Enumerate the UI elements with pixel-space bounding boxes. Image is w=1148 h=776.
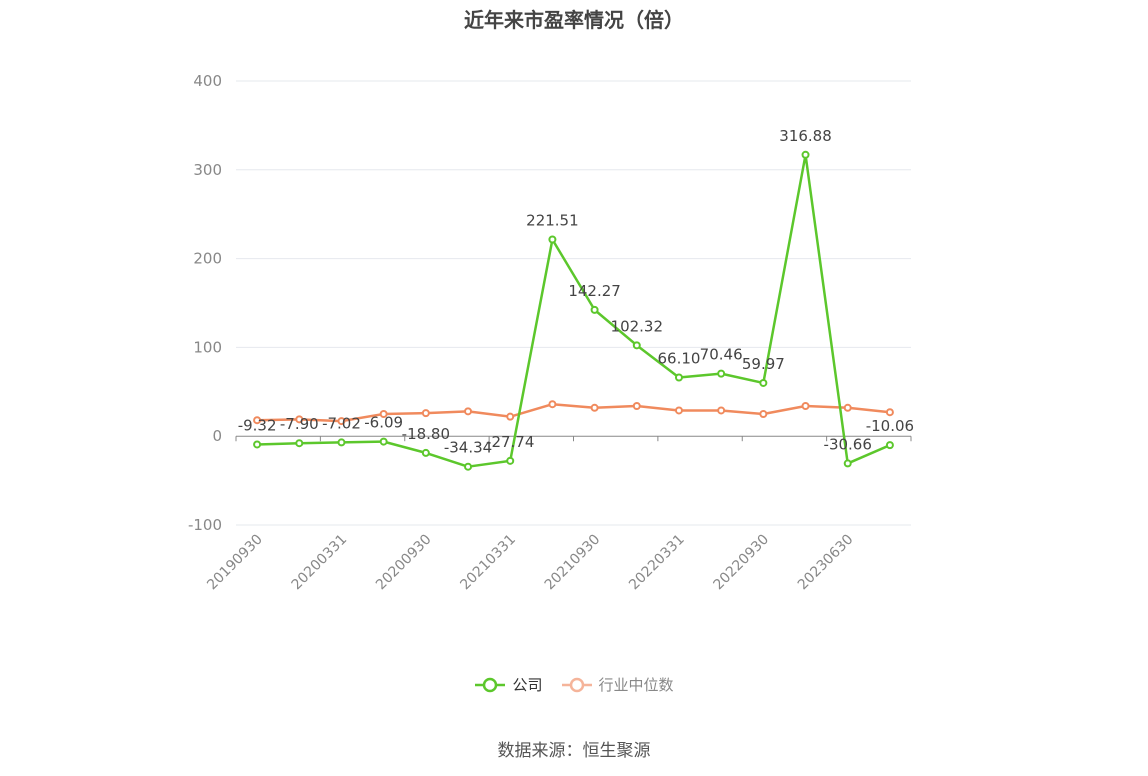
data-label: 221.51 <box>526 211 579 229</box>
data-label: -10.06 <box>866 417 914 435</box>
legend: 公司 行业中位数 <box>0 674 1148 695</box>
data-point-industry <box>801 402 810 411</box>
legend-item-industry[interactable]: 行业中位数 <box>561 674 674 695</box>
data-point-company <box>337 438 346 447</box>
data-label: 70.46 <box>700 346 743 364</box>
data-point-industry <box>843 403 852 412</box>
y-tick-label: 0 <box>212 427 222 445</box>
line-chart: -100 0 100 200 300 400 20190930 20200331 2020093… <box>188 72 914 594</box>
legend-label-industry: 行业中位数 <box>598 676 674 694</box>
data-point-industry <box>337 417 346 426</box>
data-label: -9.32 <box>238 416 277 434</box>
series-line-company <box>257 153 891 468</box>
data-label: -6.09 <box>364 414 403 432</box>
data-label: 102.32 <box>611 317 664 335</box>
y-tick-label: 400 <box>193 72 222 90</box>
data-point-industry <box>464 407 473 416</box>
data-label: 316.88 <box>779 127 832 145</box>
data-point-company <box>295 439 304 448</box>
data-point-company <box>759 378 768 387</box>
series-line-industry <box>257 402 891 423</box>
legend-item-company[interactable]: 公司 <box>474 674 543 695</box>
x-tick-label: 20220331 <box>626 532 688 594</box>
data-point-industry <box>590 403 599 412</box>
data-label: -27.74 <box>486 433 534 451</box>
y-tick-label: 300 <box>193 161 222 179</box>
x-tick-label: 20200331 <box>289 532 351 594</box>
data-label: 59.97 <box>742 355 785 373</box>
data-point-industry <box>253 416 262 425</box>
data-point-company <box>717 369 726 378</box>
data-point-industry <box>548 400 557 409</box>
data-point-company <box>379 437 388 446</box>
data-label: 142.27 <box>568 282 621 300</box>
x-tick-label: 20220930 <box>710 532 772 594</box>
x-tick-label: 20210331 <box>457 532 519 594</box>
data-point-industry <box>295 415 304 424</box>
x-tick-label: 20230630 <box>795 532 857 594</box>
data-label: -18.80 <box>402 425 450 443</box>
y-tick-label: 100 <box>193 338 222 356</box>
data-label: -34.34 <box>444 439 492 457</box>
data-point-industry <box>759 410 768 418</box>
x-tick-label: 20200930 <box>373 532 435 594</box>
data-point-company <box>632 341 641 350</box>
y-tick-label: -100 <box>188 516 222 534</box>
data-point-company <box>885 441 894 450</box>
data-label: 66.10 <box>657 350 700 368</box>
data-point-company <box>674 373 683 382</box>
data-label: -7.90 <box>280 415 319 433</box>
data-source: 数据来源：恒生聚源 <box>497 741 651 761</box>
legend-label-company: 公司 <box>512 676 543 694</box>
data-point-company <box>843 459 852 468</box>
legend-company-marker-icon <box>475 677 506 692</box>
data-point-industry <box>632 402 641 411</box>
data-point-company <box>590 305 599 314</box>
chart-title: 近年来市盈率情况（倍） <box>464 8 684 32</box>
data-point-industry <box>506 412 515 421</box>
y-tick-label: 200 <box>193 250 222 268</box>
x-tick-label: 20190930 <box>204 532 266 594</box>
data-label: -30.66 <box>824 435 872 453</box>
legend-industry-marker-icon <box>561 677 592 692</box>
data-point-industry <box>674 406 683 415</box>
data-point-industry <box>379 410 388 418</box>
data-point-company <box>548 235 557 244</box>
data-label: -7.02 <box>322 414 361 432</box>
data-point-company <box>506 456 515 465</box>
data-point-industry <box>421 409 430 418</box>
data-point-company <box>801 150 810 159</box>
x-tick-label: 20210930 <box>542 532 604 594</box>
data-point-company <box>253 440 262 449</box>
data-point-company <box>421 448 430 457</box>
data-point-industry <box>885 408 894 417</box>
data-point-industry <box>717 406 726 415</box>
data-point-company <box>464 462 473 471</box>
